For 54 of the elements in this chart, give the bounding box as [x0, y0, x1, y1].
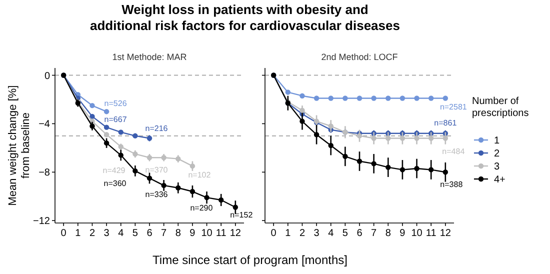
- x-tick-label: 9: [190, 228, 196, 239]
- x-tick-label: 4: [328, 228, 334, 239]
- x-tick-label: 11: [426, 228, 437, 239]
- x-tick-label: 5: [132, 228, 138, 239]
- x-tick-label: 4: [118, 228, 124, 239]
- annotation: n=290: [190, 204, 214, 213]
- annotation: n=336: [145, 190, 168, 200]
- y-tick-label: −8: [38, 168, 50, 179]
- x-tick-label: 3: [314, 228, 320, 239]
- annotation: n=484: [442, 147, 466, 156]
- annotation: n=526: [104, 99, 128, 108]
- x-tick-label: 1: [285, 228, 292, 239]
- annotation: n=152: [230, 210, 254, 220]
- chart-title: Weight loss in patients with obesity and additional risk factors for cardiovascular diseases: [90, 2, 400, 33]
- y-axis-title: Mean weight change [%] from baseline: [7, 85, 32, 206]
- x-tick-label: 2: [299, 228, 306, 239]
- chart-subtitle: 1st Methode: MAR: [112, 52, 188, 62]
- x-tick-label: 7: [371, 228, 378, 239]
- y-tick-label: −4: [38, 119, 50, 130]
- x-tick-label: 3: [104, 228, 110, 239]
- legend-label: 2: [494, 148, 500, 160]
- annotation: n=861: [434, 118, 458, 128]
- x-tick-label: 5: [342, 228, 348, 239]
- chart-subtitle: 2nd Method: LOCF: [321, 52, 398, 62]
- x-tick-label: 9: [400, 228, 406, 239]
- x-tick-label: 6: [146, 228, 153, 239]
- x-tick-label: 10: [201, 228, 213, 239]
- x-tick-label: 1: [75, 228, 82, 239]
- y-tick-label: −12: [33, 216, 50, 228]
- annotation: n=360: [104, 179, 127, 188]
- annotation: n=370: [145, 166, 168, 175]
- legend-label: 3: [494, 162, 500, 172]
- x-tick-label: 6: [356, 228, 363, 239]
- y-tick-label: 0: [44, 70, 50, 82]
- annotation: n=429: [102, 166, 126, 175]
- annotation: n=388: [440, 180, 464, 190]
- legend-title: Number of prescriptions: [472, 96, 529, 119]
- x-tick-label: 0: [60, 228, 67, 239]
- x-tick-label: 8: [385, 228, 392, 239]
- x-tick-label: 11: [216, 228, 227, 239]
- x-tick-label: 2: [89, 228, 96, 239]
- annotation: n=102: [188, 170, 212, 180]
- x-tick-label: 8: [175, 228, 182, 239]
- legend-label: 4+: [494, 174, 506, 186]
- x-tick-label: 0: [270, 228, 277, 239]
- x-tick-label: 12: [230, 228, 242, 239]
- legend-label: 1: [494, 136, 500, 146]
- x-axis-title: Time since start of program [months]: [152, 253, 348, 267]
- x-tick-label: 12: [440, 228, 452, 239]
- x-tick-label: 10: [411, 228, 423, 239]
- annotation: n=216: [145, 124, 168, 134]
- x-tick-label: 7: [161, 228, 168, 239]
- annotation: n=2581: [440, 102, 468, 112]
- annotation: n=667: [104, 114, 128, 124]
